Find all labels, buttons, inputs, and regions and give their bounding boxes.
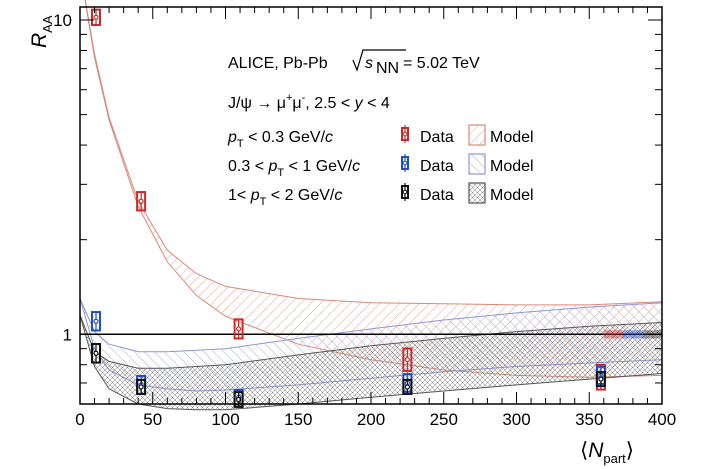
legend-c: c <box>352 158 360 175</box>
data-point-2-1 <box>138 384 144 390</box>
legend-kinematic-label-2: 1< pT < 2 GeV/c <box>228 187 342 208</box>
x-tick-label: 350 <box>575 410 603 429</box>
legend-post: < 1 GeV/ <box>284 158 353 175</box>
annotation-collision-system: ALICE, Pb-Pb <box>228 55 328 72</box>
x-title-bracket-right: ⟩ <box>626 439 634 462</box>
data-point-2-4 <box>598 376 604 382</box>
model-band-upper-edge-0 <box>84 0 663 306</box>
model-band-fill-2 <box>80 315 662 410</box>
legend-pre: 1< <box>228 187 251 204</box>
legend-p: p <box>227 129 237 146</box>
model-band-lower-edge-2 <box>79 315 663 411</box>
data-points <box>91 8 606 408</box>
annotation-decay-channel: J/ψ → μ+μ-, 2.5 < y < 4 <box>228 92 390 112</box>
legend-marker-1 <box>402 160 408 166</box>
x-tick-label: 50 <box>143 410 162 429</box>
y-axis-title-main: R <box>28 33 51 48</box>
legend-kinematic-label-1: 0.3 < pT < 1 GeV/c <box>228 158 360 179</box>
normalization-box-0 <box>603 330 623 339</box>
x-tick-label: 100 <box>211 410 239 429</box>
legend-p-sub: T <box>237 138 244 150</box>
legend-marker-2 <box>402 189 408 195</box>
data-point-2-0 <box>93 350 99 356</box>
y-axis-title-text: RAA <box>28 15 55 48</box>
sqrt-sign <box>352 49 406 72</box>
legend-p-sub: T <box>277 167 284 179</box>
legend-marker-0 <box>402 131 408 137</box>
annotations: ALICE, Pb-Pb s NN = 5.02 TeV J/ψ → μ+μ-,… <box>228 49 480 112</box>
y-tick-label: 1 <box>63 325 72 344</box>
legend-data-label-1: Data <box>420 158 454 175</box>
data-point-2-3 <box>404 384 410 390</box>
legend-model-label-2: Model <box>490 187 534 204</box>
annotation-root-s: s <box>365 55 373 72</box>
legend-post: < 2 GeV/ <box>266 187 335 204</box>
legend-model-label-1: Model <box>490 158 534 175</box>
model-band-upper-edge-1 <box>79 298 663 353</box>
x-tick-label: 300 <box>502 410 530 429</box>
y-tick-label: 10 <box>53 11 72 30</box>
data-point-0-0 <box>93 14 99 20</box>
legend-p-sub: T <box>260 196 267 208</box>
y-axis-title-sub: AA <box>40 15 55 33</box>
model-band-upper-edge-2 <box>79 315 663 369</box>
data-point-0-1 <box>138 198 144 204</box>
legend-p: p <box>267 158 277 175</box>
legend-c: c <box>334 187 342 204</box>
data-point-1-0 <box>93 318 99 324</box>
legend-kinematic-label-0: pT < 0.3 GeV/c <box>227 129 333 150</box>
x-tick-label: 150 <box>284 410 312 429</box>
data-point-box-2-4 <box>595 371 606 388</box>
data-point-0-3 <box>404 357 410 363</box>
normalization-box-1 <box>622 330 644 339</box>
x-title-bracket-left: ⟨ <box>580 439 588 462</box>
x-tick-label: 0 <box>75 410 84 429</box>
legend-data-label-0: Data <box>420 129 454 146</box>
model-bands <box>79 0 663 411</box>
x-axis-title: ⟨Npart⟩ <box>580 439 634 466</box>
legend-pre: 0.3 < <box>228 158 268 175</box>
legend-c: c <box>325 129 333 146</box>
x-tick-label: 400 <box>648 410 676 429</box>
x-tick-label: 250 <box>430 410 458 429</box>
data-point-0-2 <box>235 326 242 332</box>
legend-post: < 0.3 GeV/ <box>244 129 326 146</box>
legend-model-swatch-2 <box>468 182 486 204</box>
annotation-root-sub: NN <box>376 60 399 77</box>
legend-data-label-2: Data <box>420 187 454 204</box>
x-tick-label: 200 <box>357 410 385 429</box>
x-title-main: N <box>588 439 604 462</box>
x-title-sub: part <box>603 451 626 466</box>
legend-model-label-0: Model <box>490 129 534 146</box>
annotation-energy: = 5.02 TeV <box>403 55 480 72</box>
legend-model-swatch-1 <box>468 153 486 175</box>
legend-p: p <box>250 187 260 204</box>
axis-ticks: 0 50 100 150 200 250 300 350 400 1 10 <box>53 7 676 429</box>
legend-model-swatch-0 <box>468 124 486 146</box>
